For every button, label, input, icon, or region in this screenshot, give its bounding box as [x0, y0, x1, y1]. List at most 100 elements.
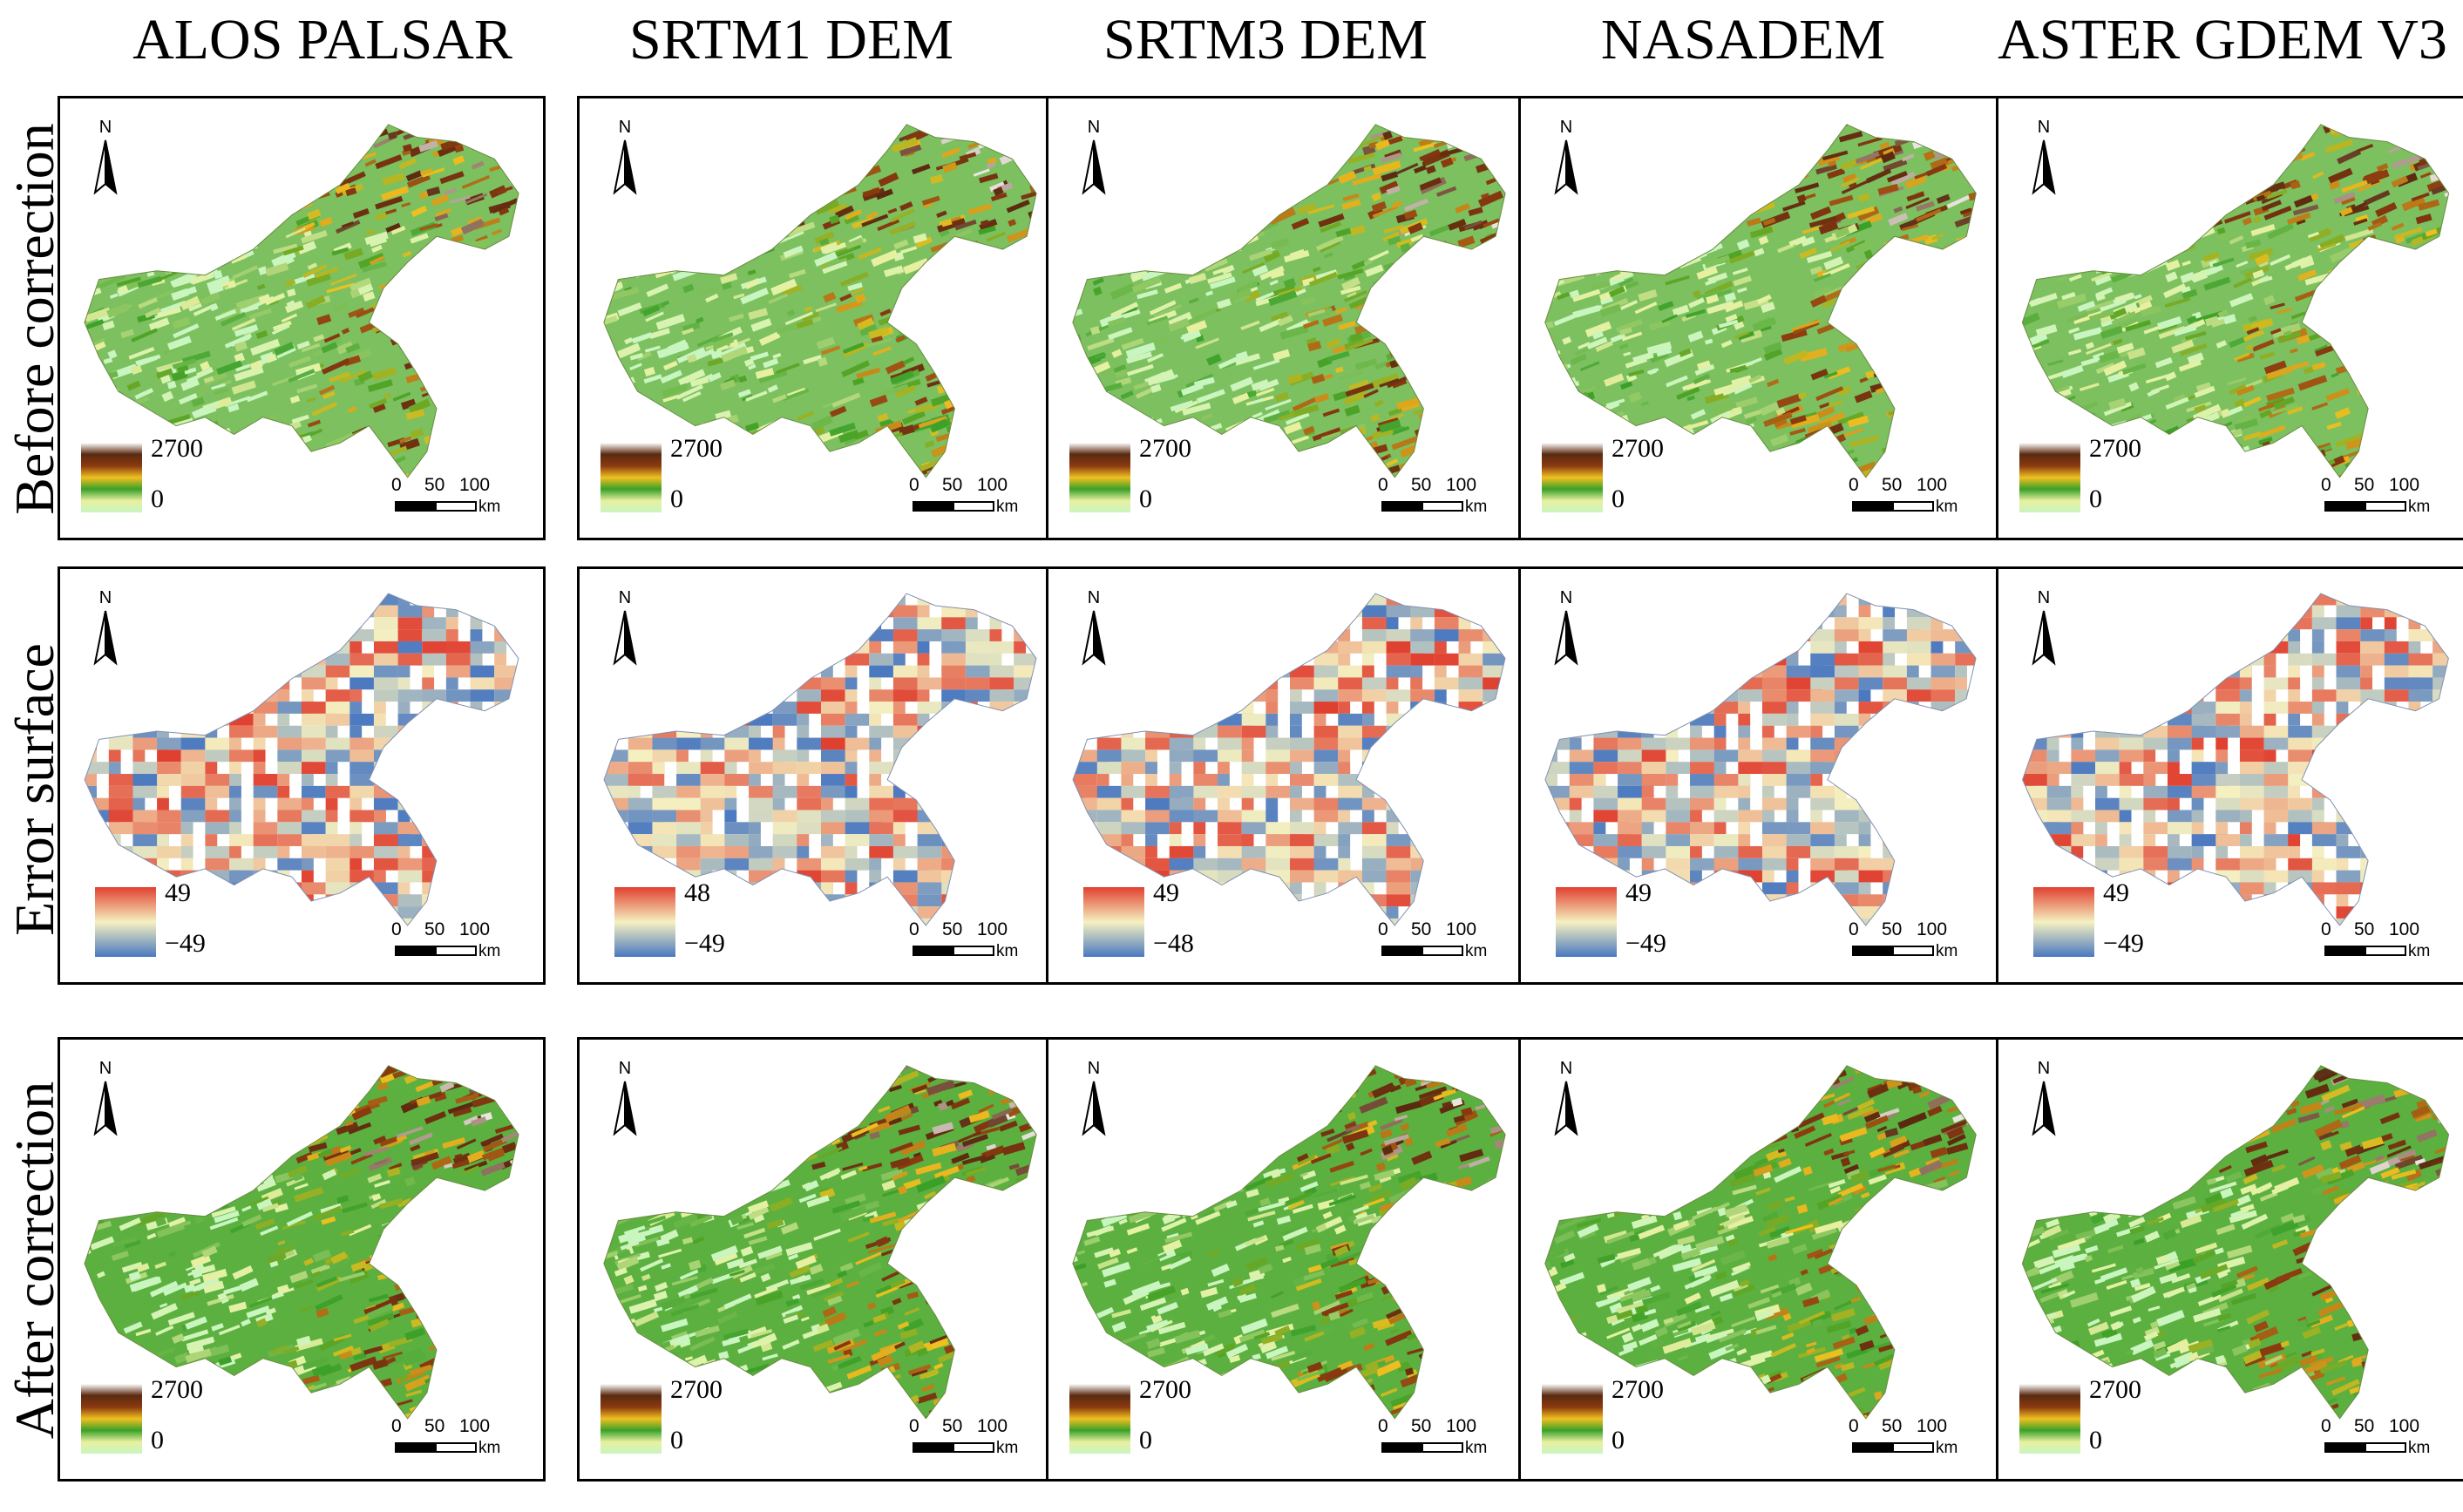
scale-tick-label: 0 [391, 475, 402, 495]
north-arrow-icon: N [2018, 588, 2070, 684]
scale-bar: 0 50 100 km [391, 1416, 531, 1468]
scale-segment [1421, 501, 1463, 512]
legend-max-label: 49 [1625, 878, 1652, 907]
legend-max-label: 2700 [1139, 434, 1191, 463]
scale-segment [1892, 946, 1934, 956]
scale-segment [435, 946, 477, 956]
scale-bar: 0 50 100 km [909, 919, 1048, 972]
map-panel: N 2700 0 0 50 100 km [1046, 96, 1532, 540]
color-legend: 49 −49 [1556, 878, 1782, 983]
scale-tick-label: 0 [1849, 475, 1859, 495]
elevation-map [603, 1065, 1037, 1420]
north-label: N [1559, 118, 1573, 137]
legend-color-bar [600, 443, 662, 512]
scale-segment [913, 501, 953, 512]
color-legend: 2700 0 [1069, 434, 1296, 539]
north-label: N [618, 588, 632, 607]
north-arrow-icon: N [1068, 588, 1120, 684]
legend-color-bar [81, 1384, 142, 1454]
map-panel: N 49 −49 0 50 100 km [1996, 566, 2463, 985]
elevation-map [1544, 1065, 1977, 1420]
color-legend: 2700 0 [1542, 434, 1768, 539]
scale-tick-label: 0 [1378, 1416, 1388, 1436]
scale-tick-label: 100 [977, 475, 1008, 495]
legend-min-label: 0 [1611, 485, 1625, 513]
scale-tick-label: 100 [2389, 919, 2420, 939]
scale-segment [913, 1442, 953, 1453]
legend-max-label: 2700 [151, 1375, 203, 1404]
scale-bar: 0 50 100 km [2321, 919, 2460, 972]
scale-tick-label: 0 [1849, 1416, 1859, 1436]
scale-tick-label: 0 [2321, 919, 2331, 939]
legend-min-label: 0 [1611, 1426, 1625, 1454]
legend-min-label: 0 [1139, 485, 1152, 513]
scale-tick-label: 0 [2321, 475, 2331, 495]
north-arrow-icon: N [1540, 1059, 1592, 1155]
legend-max-label: 49 [2103, 878, 2129, 907]
scale-segment [2324, 501, 2365, 512]
north-arrow-icon: N [2018, 118, 2070, 214]
map-panel: N 2700 0 0 50 100 km [1518, 1037, 2003, 1481]
legend-color-bar [2019, 1384, 2080, 1454]
scale-unit: km [1465, 942, 1488, 960]
legend-color-bar [1069, 1384, 1130, 1454]
north-label: N [98, 118, 112, 137]
column-title: NASADEM [1600, 8, 1886, 71]
error-surface-map [1072, 593, 1506, 926]
color-legend: 2700 0 [1069, 1375, 1296, 1480]
scale-segment [953, 501, 994, 512]
scale-tick-label: 100 [2389, 475, 2420, 495]
scale-tick-label: 100 [1917, 1416, 1948, 1436]
scale-tick-label: 50 [1411, 1416, 1432, 1436]
scale-tick-label: 50 [424, 919, 445, 939]
scale-bar: 0 50 100 km [1849, 1416, 1988, 1468]
elevation-map [1544, 124, 1977, 478]
scale-bar: 0 50 100 km [909, 475, 1048, 527]
scale-segment [1381, 501, 1421, 512]
north-label: N [618, 118, 632, 137]
north-label: N [2037, 1059, 2051, 1078]
legend-color-bar [1069, 443, 1130, 512]
scale-tick-label: 50 [942, 1416, 963, 1436]
legend-color-bar [2019, 443, 2080, 512]
color-legend: 2700 0 [2019, 434, 2246, 539]
legend-min-label: −48 [1153, 929, 1194, 958]
north-label: N [618, 1059, 632, 1078]
legend-max-label: 2700 [670, 434, 723, 463]
north-arrow-icon: N [599, 588, 651, 684]
map-panel: N 49 −48 0 50 100 km [1046, 566, 1532, 985]
north-arrow-icon: N [79, 588, 132, 684]
scale-tick-label: 0 [1849, 919, 1859, 939]
legend-min-label: 0 [2089, 1426, 2102, 1454]
scale-segment [1381, 1442, 1421, 1453]
north-arrow-icon: N [79, 118, 132, 214]
north-arrow-icon: N [2018, 1059, 2070, 1155]
scale-tick-label: 50 [1882, 919, 1903, 939]
scale-segment [913, 946, 953, 956]
color-legend: 49 −48 [1083, 878, 1310, 983]
scale-segment [395, 1442, 435, 1453]
scale-tick-label: 100 [1917, 919, 1948, 939]
scale-tick-label: 100 [1446, 919, 1477, 939]
scale-tick-label: 100 [1446, 1416, 1477, 1436]
legend-color-bar [2033, 887, 2094, 957]
legend-min-label: −49 [2103, 929, 2144, 958]
legend-min-label: −49 [1625, 929, 1666, 958]
scale-segment [2365, 501, 2406, 512]
north-arrow-icon: N [599, 1059, 651, 1155]
scale-bar: 0 50 100 km [909, 1416, 1048, 1468]
scale-tick-label: 50 [1882, 1416, 1903, 1436]
scale-unit: km [1465, 498, 1488, 516]
scale-tick-label: 100 [1917, 475, 1948, 495]
error-surface-map [603, 593, 1037, 926]
scale-unit: km [1936, 1439, 1958, 1457]
map-panel: N 2700 0 0 50 100 km [1046, 1037, 1532, 1481]
scale-tick-label: 50 [424, 1416, 445, 1436]
north-label: N [1087, 118, 1101, 137]
color-legend: 2700 0 [81, 434, 308, 539]
north-label: N [1087, 588, 1101, 607]
elevation-map [2021, 124, 2450, 478]
elevation-map [84, 1065, 519, 1420]
scale-segment [2324, 1442, 2365, 1453]
elevation-map [2021, 1065, 2450, 1420]
